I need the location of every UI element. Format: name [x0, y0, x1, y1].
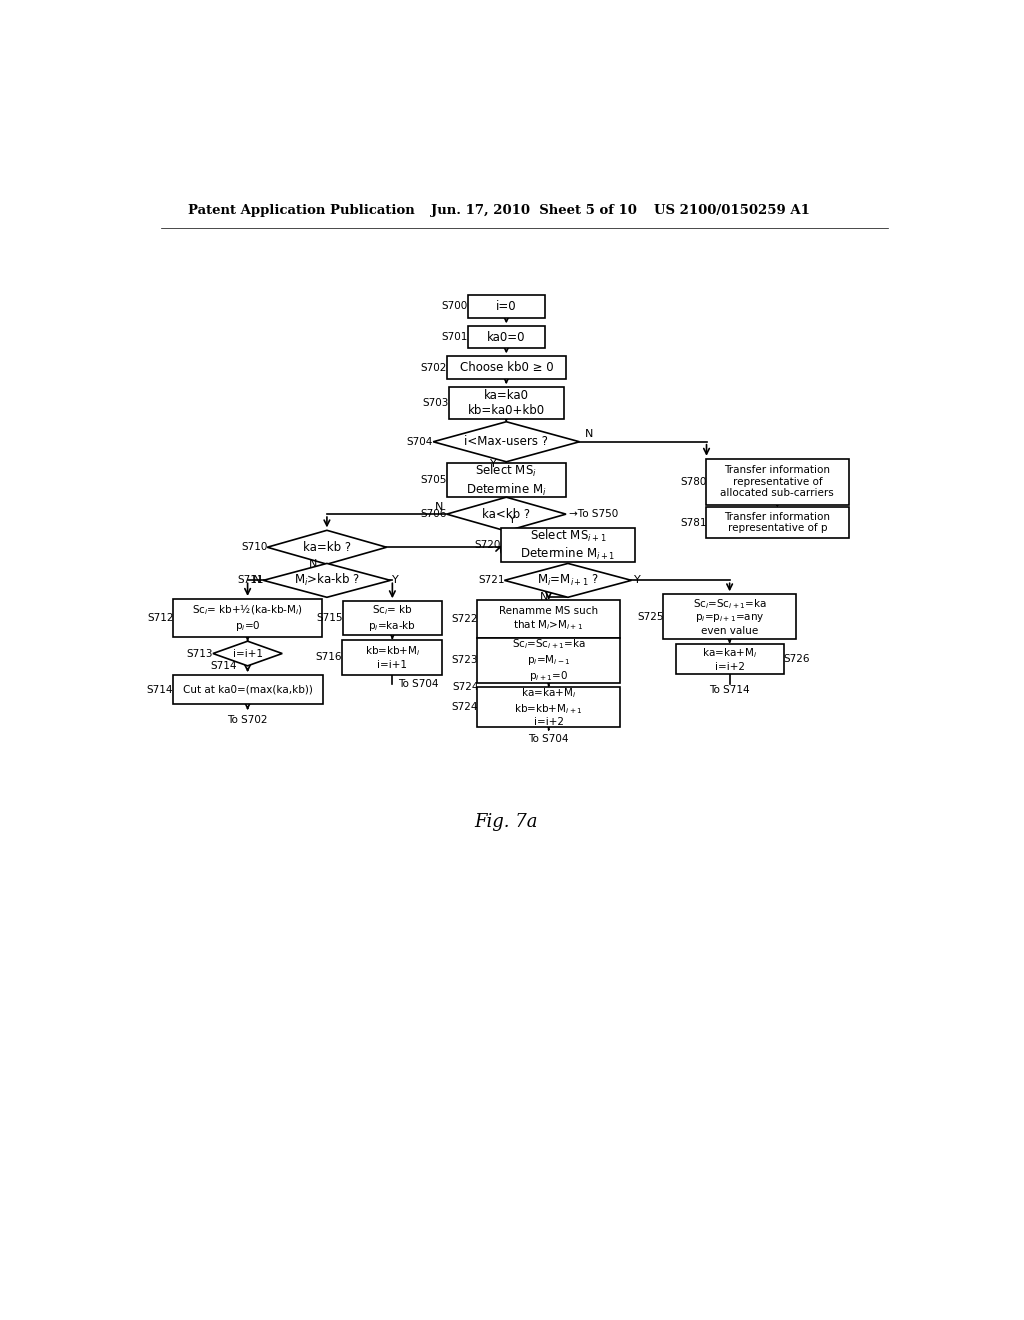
- FancyBboxPatch shape: [501, 528, 635, 562]
- Text: Fig. 7a: Fig. 7a: [474, 813, 538, 832]
- Text: M$_i$=M$_{i+1}$ ?: M$_i$=M$_{i+1}$ ?: [537, 573, 599, 587]
- Text: To S704: To S704: [398, 678, 439, 689]
- Text: Choose kb0 ≥ 0: Choose kb0 ≥ 0: [460, 362, 553, 375]
- Text: Sc$_i$=Sc$_{i+1}$=ka
p$_i$=M$_{i-1}$
p$_{i+1}$=0: Sc$_i$=Sc$_{i+1}$=ka p$_i$=M$_{i-1}$ p$_…: [512, 638, 586, 684]
- Text: Y: Y: [634, 576, 641, 585]
- Text: Select MS$_i$
Determine M$_i$: Select MS$_i$ Determine M$_i$: [466, 463, 547, 498]
- Text: S704: S704: [407, 437, 433, 446]
- Text: Sc$_i$= kb+½(ka-kb-M$_i$)
p$_i$=0: Sc$_i$= kb+½(ka-kb-M$_i$) p$_i$=0: [193, 603, 303, 634]
- FancyBboxPatch shape: [477, 638, 620, 682]
- Text: S714: S714: [146, 685, 173, 694]
- Polygon shape: [267, 531, 387, 564]
- Text: ka0=0: ka0=0: [487, 330, 525, 343]
- Text: S724: S724: [453, 681, 479, 692]
- Text: Transfer information
representative of p: Transfer information representative of p: [724, 512, 830, 533]
- FancyBboxPatch shape: [173, 599, 322, 638]
- Text: US 2100/0150259 A1: US 2100/0150259 A1: [654, 205, 810, 218]
- Text: N: N: [253, 576, 261, 585]
- Text: Y: Y: [490, 459, 497, 469]
- Text: ka=ka0
kb=ka0+kb0: ka=ka0 kb=ka0+kb0: [468, 389, 545, 417]
- FancyBboxPatch shape: [446, 463, 566, 498]
- Text: S712: S712: [147, 612, 174, 623]
- Polygon shape: [263, 564, 390, 598]
- Text: S700: S700: [441, 301, 468, 312]
- FancyBboxPatch shape: [343, 601, 441, 635]
- Text: S720: S720: [474, 540, 501, 550]
- Text: S706: S706: [421, 510, 447, 519]
- FancyBboxPatch shape: [477, 686, 620, 726]
- Text: ka=ka+M$_i$
kb=kb+M$_{i+1}$
i=i+2: ka=ka+M$_i$ kb=kb+M$_{i+1}$ i=i+2: [514, 686, 583, 727]
- FancyBboxPatch shape: [468, 294, 545, 318]
- FancyBboxPatch shape: [663, 594, 797, 639]
- Text: Sc$_i$=Sc$_{i+1}$=ka
p$_i$=p$_{i+1}$=any
even value: Sc$_i$=Sc$_{i+1}$=ka p$_i$=p$_{i+1}$=any…: [692, 597, 767, 636]
- Text: Sc$_i$= kb
p$_i$=ka-kb: Sc$_i$= kb p$_i$=ka-kb: [369, 603, 417, 634]
- Text: S726: S726: [783, 653, 810, 664]
- Polygon shape: [446, 498, 566, 531]
- Text: S714: S714: [210, 661, 237, 671]
- Text: M$_i$>ka-kb ?: M$_i$>ka-kb ?: [294, 573, 360, 589]
- Text: Select MS$_{i+1}$
Determine M$_{i+1}$: Select MS$_{i+1}$ Determine M$_{i+1}$: [520, 528, 615, 562]
- Text: Transfer information
representative of
allocated sub-carriers: Transfer information representative of a…: [721, 465, 835, 499]
- Text: S711: S711: [238, 576, 264, 585]
- Text: S725: S725: [637, 611, 664, 622]
- Polygon shape: [505, 564, 632, 598]
- FancyBboxPatch shape: [676, 644, 783, 675]
- Text: S715: S715: [316, 612, 343, 623]
- Polygon shape: [433, 422, 580, 462]
- Text: S710: S710: [242, 543, 267, 552]
- FancyBboxPatch shape: [477, 599, 620, 638]
- Polygon shape: [213, 642, 283, 665]
- Text: i=0: i=0: [496, 300, 517, 313]
- Text: To S702: To S702: [227, 715, 268, 725]
- Text: →To S750: →To S750: [569, 510, 618, 519]
- Text: S703: S703: [422, 399, 449, 408]
- Text: ka<kb ?: ka<kb ?: [482, 508, 530, 520]
- Text: S713: S713: [186, 648, 213, 659]
- Text: ka=kb ?: ka=kb ?: [303, 541, 351, 554]
- FancyBboxPatch shape: [342, 640, 442, 675]
- Text: Y: Y: [392, 576, 399, 585]
- Text: S701: S701: [441, 333, 468, 342]
- Text: S702: S702: [421, 363, 447, 372]
- Text: Cut at ka0=(max(ka,kb)): Cut at ka0=(max(ka,kb)): [182, 685, 312, 694]
- Text: Patent Application Publication: Patent Application Publication: [188, 205, 415, 218]
- Text: S723: S723: [452, 656, 478, 665]
- Text: N: N: [540, 593, 548, 602]
- Text: S781: S781: [680, 517, 707, 528]
- FancyBboxPatch shape: [446, 356, 566, 379]
- Text: N: N: [585, 429, 593, 440]
- Text: N: N: [435, 502, 443, 512]
- Text: S780: S780: [680, 477, 707, 487]
- Text: Renamme MS such
that M$_i$>M$_{i+1}$: Renamme MS such that M$_i$>M$_{i+1}$: [499, 606, 598, 632]
- FancyBboxPatch shape: [468, 326, 545, 348]
- Text: To S714: To S714: [710, 685, 750, 696]
- Text: ka=ka+M$_i$
i=i+2: ka=ka+M$_i$ i=i+2: [702, 647, 757, 672]
- Text: S722: S722: [452, 614, 478, 624]
- FancyBboxPatch shape: [707, 507, 849, 539]
- Text: i=i+1: i=i+1: [232, 648, 262, 659]
- Text: Jun. 17, 2010  Sheet 5 of 10: Jun. 17, 2010 Sheet 5 of 10: [431, 205, 637, 218]
- Text: S724: S724: [452, 702, 478, 711]
- Text: Y: Y: [509, 515, 516, 525]
- Text: To S704: To S704: [528, 734, 569, 744]
- Text: i<Max-users ?: i<Max-users ?: [464, 436, 548, 449]
- FancyBboxPatch shape: [707, 459, 849, 506]
- FancyBboxPatch shape: [172, 675, 323, 705]
- Text: S721: S721: [478, 576, 505, 585]
- Text: S705: S705: [421, 475, 447, 486]
- FancyBboxPatch shape: [449, 387, 564, 420]
- Text: S716: S716: [315, 652, 342, 663]
- Text: N: N: [309, 560, 317, 569]
- Text: kb=kb+M$_i$
i=i+1: kb=kb+M$_i$ i=i+1: [365, 644, 420, 671]
